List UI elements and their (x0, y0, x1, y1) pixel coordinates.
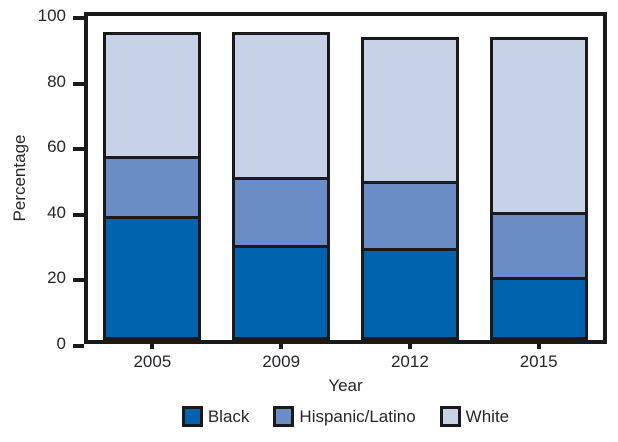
y-tick-100 (73, 16, 84, 20)
bar-2015 (489, 37, 588, 340)
y-tick-40 (73, 212, 84, 217)
y-tick-60 (73, 147, 84, 152)
x-tick-label-2015: 2015 (519, 352, 558, 371)
x-tick-label-2012: 2012 (390, 352, 429, 371)
bar-segment-hispanic-latino (492, 211, 585, 277)
legend-swatch (439, 406, 461, 427)
legend-label: White (465, 407, 510, 426)
x-tick-2005 (150, 340, 155, 349)
y-tick-label-0: 0 (56, 334, 66, 353)
legend: Black Hispanic/Latino White (84, 406, 607, 427)
legend-label: Hispanic/Latino (299, 407, 416, 426)
bar-segment-hispanic-latino (235, 176, 328, 245)
y-tick-80 (73, 81, 84, 86)
bar-segment-white (235, 35, 328, 177)
y-tick-20 (73, 278, 84, 283)
legend-item-white: White (439, 406, 510, 427)
legend-item-hispanic-latino: Hispanic/Latino (273, 406, 416, 427)
x-tick-2012 (407, 340, 412, 349)
plot-area: 0 20 40 60 80 100 2005 2009 2012 2015 (38, 6, 607, 371)
bars-container (88, 16, 603, 340)
legend-label: Black (207, 407, 250, 426)
bar-segment-black (492, 276, 585, 337)
y-tick-0 (73, 344, 84, 348)
y-tick-label-40: 40 (47, 202, 66, 222)
y-tick-label-100: 100 (37, 6, 66, 25)
x-tick-label-2005: 2005 (133, 352, 172, 371)
bar-segment-hispanic-latino (363, 181, 456, 249)
bar-2012 (360, 37, 459, 340)
bar-segment-black (106, 216, 199, 337)
y-tick-label-20: 20 (47, 268, 66, 288)
bar-segment-white (492, 40, 585, 212)
x-tick-2009 (279, 340, 284, 349)
bar-segment-black (235, 244, 328, 337)
legend-swatch (273, 406, 295, 427)
bar-segment-black (363, 248, 456, 337)
bar-2005 (103, 32, 202, 340)
y-tick-label-60: 60 (47, 137, 66, 157)
bar-segment-white (363, 40, 456, 182)
legend-item-black: Black (181, 406, 250, 427)
x-axis-title: Year (328, 376, 363, 395)
bar-segment-hispanic-latino (106, 155, 199, 217)
bar-segment-white (106, 35, 199, 156)
y-tick-label-80: 80 (47, 71, 66, 91)
x-tick-2015 (536, 340, 541, 349)
bar-2009 (232, 32, 331, 340)
legend-swatch (181, 406, 203, 427)
x-tick-label-2009: 2009 (262, 352, 301, 371)
